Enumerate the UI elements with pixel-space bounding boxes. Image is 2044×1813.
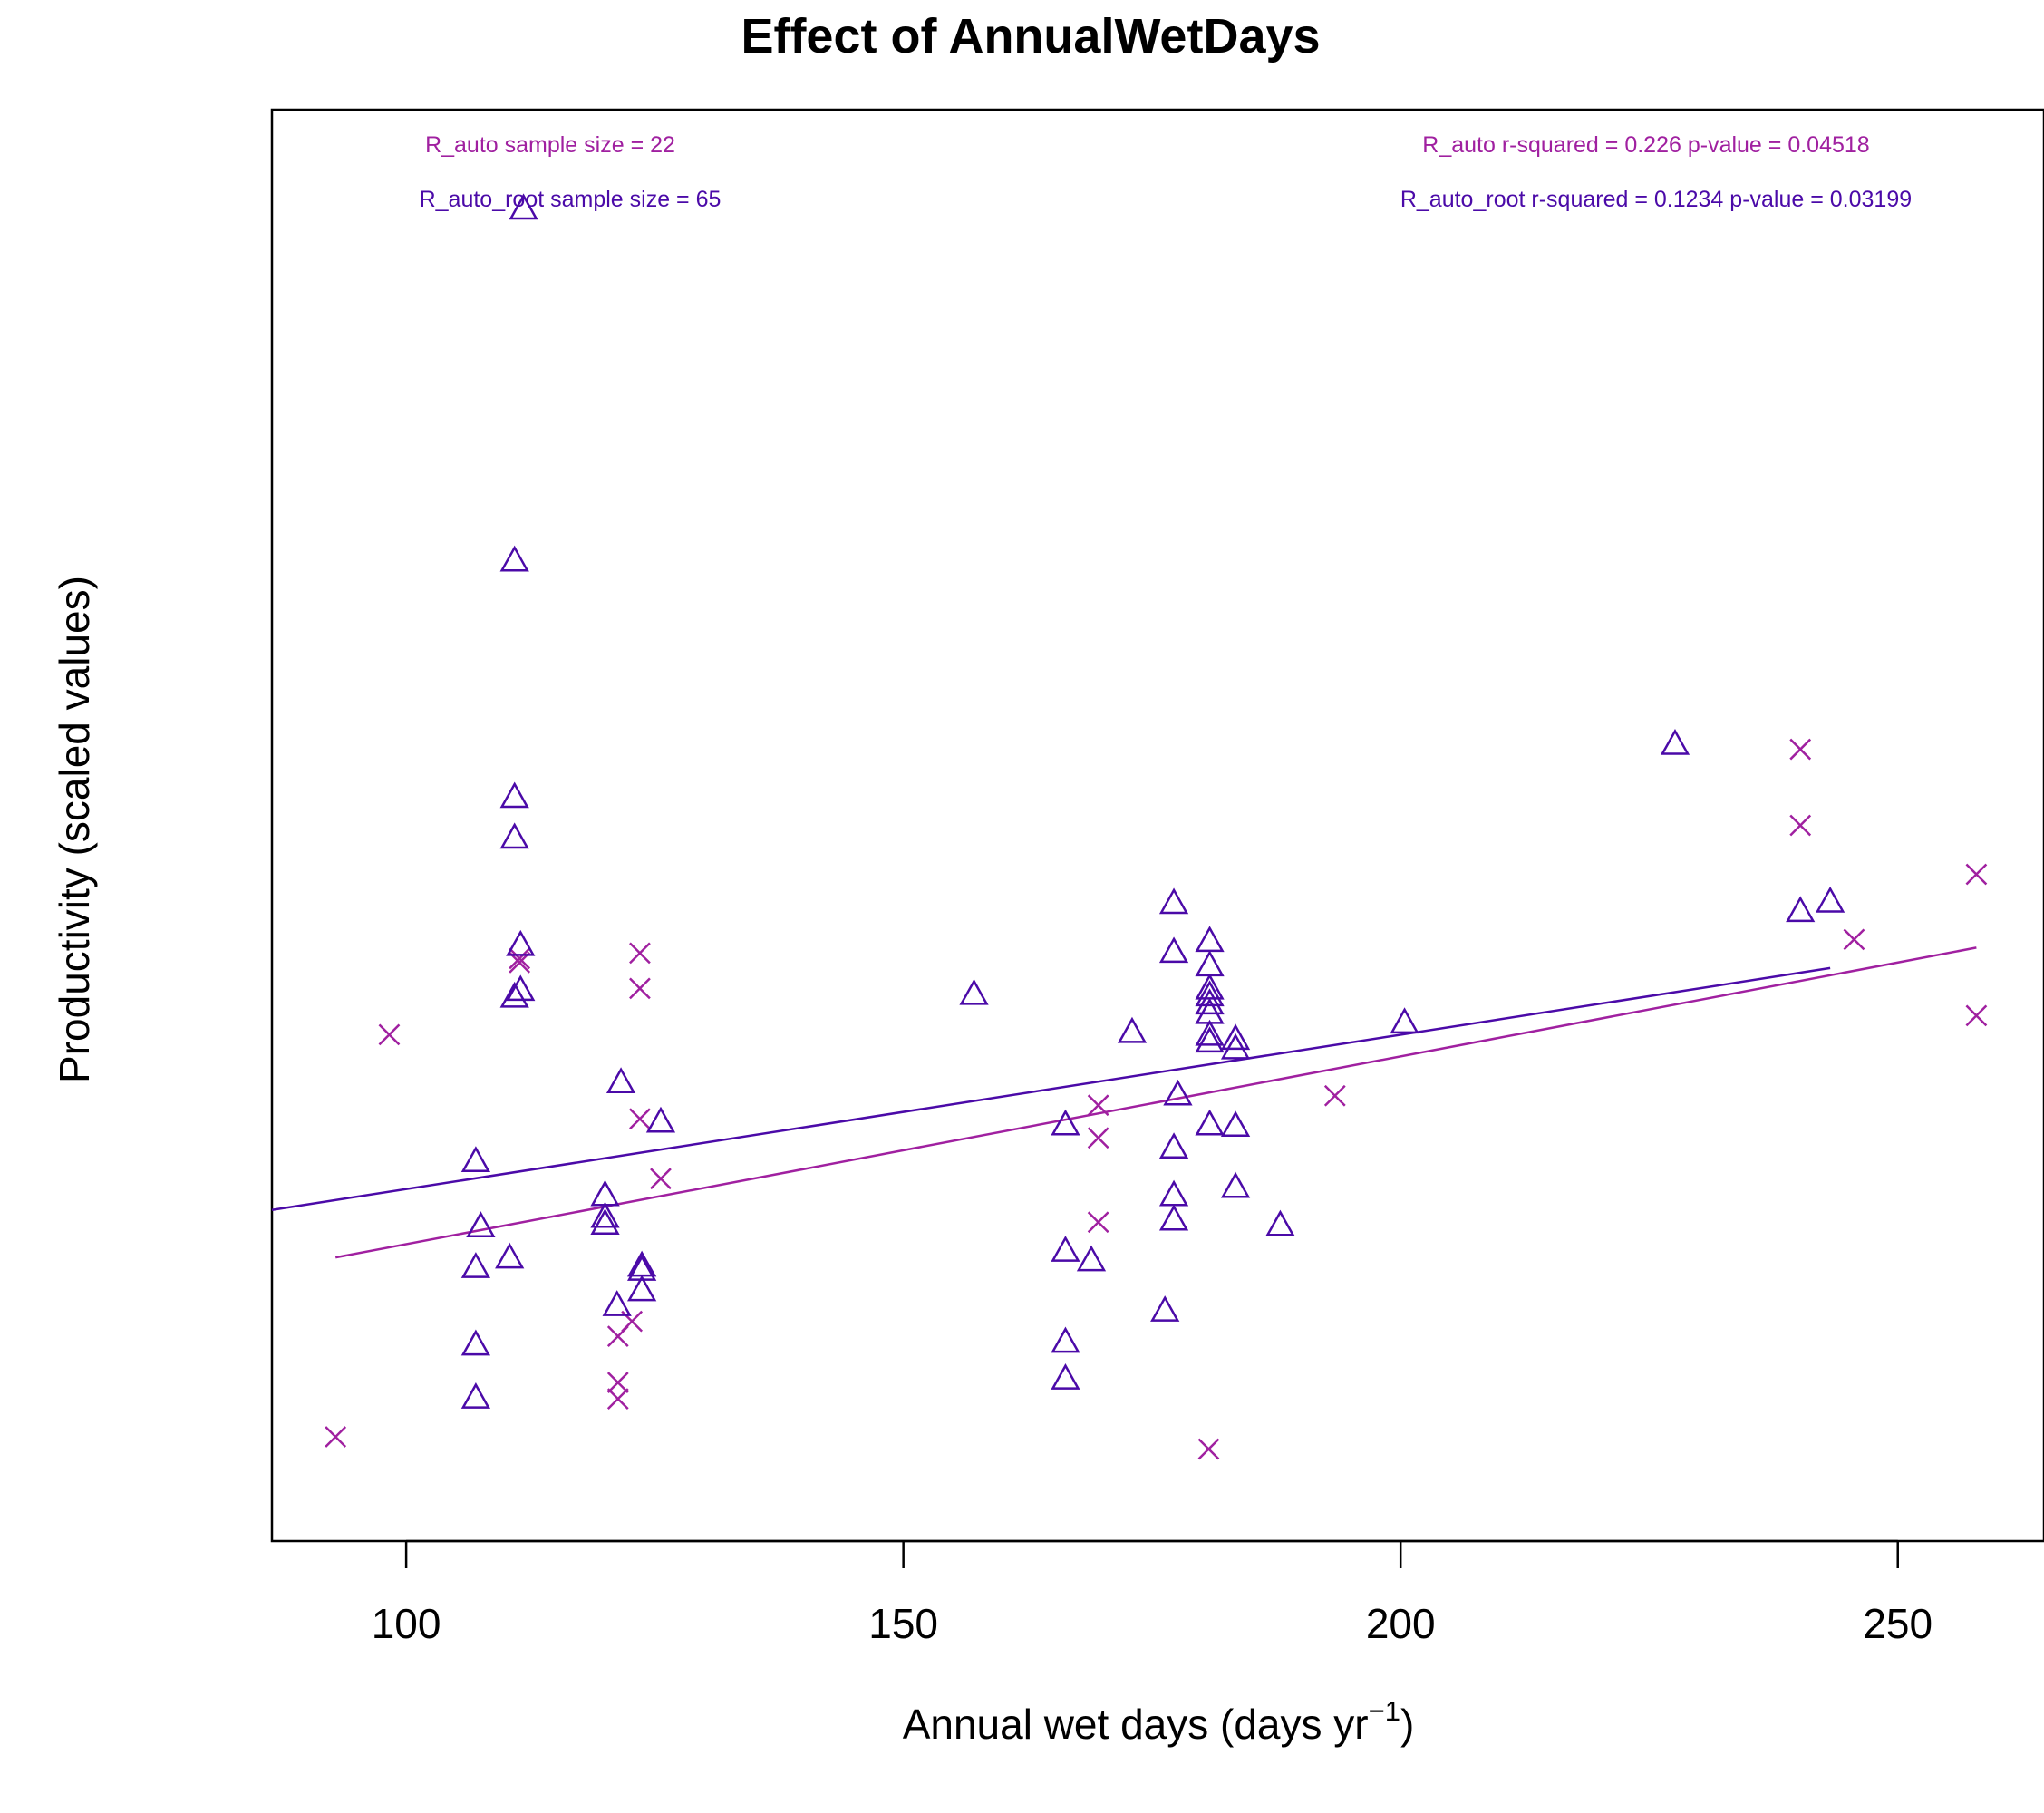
r-auto-root-point: [590, 1208, 620, 1235]
r-auto-root-point: [1051, 1326, 1080, 1353]
fit-lines: [271, 946, 1977, 1259]
r-auto-root-point: [506, 974, 536, 1002]
r-auto-root-point: [1195, 988, 1225, 1015]
r-auto-root-point: [1265, 1209, 1295, 1236]
r-auto-root-point: [1158, 1179, 1189, 1207]
r-auto-root-point: [590, 1201, 620, 1228]
r-auto-root-point: [1195, 973, 1225, 1000]
x-axis-label-superscript: −1: [1369, 1695, 1400, 1727]
r-auto-root-point: [460, 1329, 491, 1356]
data-points: [325, 193, 1988, 1460]
r-auto-root-point: [1195, 1026, 1225, 1053]
x-tick-label: 150: [868, 1600, 938, 1647]
r-auto-root-point: [959, 978, 989, 1005]
r-auto-root-point: [645, 1106, 676, 1133]
r-auto-point: [1789, 738, 1812, 761]
r-auto-root-point: [602, 1290, 632, 1316]
r-auto-root-point: [1158, 1204, 1189, 1231]
r-auto-root-point: [1195, 980, 1225, 1007]
r-auto-point: [1197, 1438, 1220, 1460]
r-auto-root-point: [1815, 886, 1845, 913]
r-auto-root-point: [1220, 1033, 1251, 1060]
r-auto-point: [629, 1108, 651, 1130]
r-auto-point: [1965, 863, 1988, 886]
r-auto-point: [1087, 1127, 1109, 1149]
r-auto-point: [1087, 1094, 1109, 1117]
r-auto-root-point: [460, 1382, 491, 1409]
r-auto-point: [629, 942, 651, 965]
r-auto-sample-size-label: R_auto sample size = 22: [425, 132, 675, 158]
r-auto-fit-line: [334, 946, 1977, 1259]
r-auto-root-point: [1195, 1019, 1225, 1046]
r-auto-root-point: [1158, 887, 1189, 915]
r-auto-root-point: [460, 1146, 491, 1172]
r-auto-root-point: [1163, 1079, 1193, 1106]
r-auto-root-point: [1195, 950, 1225, 977]
r-auto-root-point: [1220, 1110, 1251, 1138]
r-auto-point: [629, 977, 651, 1000]
r-auto-root-point: [1220, 1171, 1251, 1198]
r-auto-point: [1323, 1084, 1346, 1107]
r-auto-root-point: [509, 193, 538, 220]
r-auto-root-point: [460, 1252, 491, 1278]
r-auto-root-point: [1195, 926, 1225, 953]
r-auto-root-stats-label: R_auto_root r-squared = 0.1234 p-value =…: [1400, 187, 1912, 212]
r-auto-root-point: [1390, 1007, 1419, 1034]
r-auto-root-point: [466, 1211, 496, 1237]
y-axis-label: Productivity (scaled values): [51, 576, 98, 1083]
r-auto-root-point: [1051, 1236, 1080, 1262]
plot-frame: [270, 108, 2044, 1543]
r-auto-root-point: [1117, 1016, 1148, 1043]
r-auto-root-point: [506, 929, 536, 956]
r-auto-point: [378, 1023, 401, 1046]
r-auto-stats-label: R_auto r-squared = 0.226 p-value = 0.045…: [1422, 132, 1869, 158]
r-auto-root-point: [1195, 1109, 1225, 1136]
r-auto-root-point: [626, 1275, 657, 1302]
r-auto-point: [1789, 814, 1812, 837]
r-auto-root-sample-size-label: R_auto_root sample size = 65: [420, 187, 722, 212]
r-auto-point: [606, 1388, 629, 1410]
x-axis-label: Annual wet days (days yr−1): [903, 1695, 1415, 1748]
x-axis-label-main: Annual wet days (days yr: [903, 1701, 1369, 1748]
r-auto-root-point: [1195, 997, 1225, 1024]
r-auto-root-point: [1786, 896, 1816, 923]
r-auto-point: [1843, 928, 1865, 951]
r-auto-root-point: [495, 1242, 525, 1269]
x-axis-label-close: ): [1400, 1701, 1414, 1748]
r-auto-point: [325, 1426, 347, 1448]
r-auto-point: [1087, 1211, 1109, 1234]
r-auto-root-point: [590, 1179, 620, 1207]
x-axis: 100 150 200 250: [372, 1539, 1933, 1647]
r-auto-root-point: [499, 545, 529, 572]
r-auto-root-fit-line: [271, 966, 1831, 1211]
r-auto-root-point: [1660, 729, 1690, 755]
x-tick-label: 250: [1863, 1600, 1933, 1647]
r-auto-root-point: [499, 981, 529, 1008]
x-tick-label: 100: [372, 1600, 441, 1647]
x-tick-label: 200: [1366, 1600, 1436, 1647]
r-auto-root-point: [1220, 1023, 1251, 1051]
r-auto-root-point: [1051, 1363, 1080, 1390]
r-auto-point: [509, 947, 531, 970]
r-auto-root-point: [1051, 1109, 1080, 1136]
r-auto-root-point: [1158, 1132, 1189, 1159]
r-auto-root-point: [499, 822, 529, 849]
r-auto-point: [1965, 1004, 1988, 1027]
chart-title: Effect of AnnualWetDays: [741, 9, 1320, 63]
r-auto-root-point: [1150, 1295, 1180, 1322]
r-auto-root-point: [1158, 936, 1189, 964]
r-auto-point: [606, 1372, 629, 1393]
r-auto-point: [650, 1168, 672, 1190]
r-auto-root-point: [1076, 1245, 1107, 1272]
r-auto-root-point: [605, 1067, 636, 1094]
r-auto-root-point: [499, 781, 529, 809]
